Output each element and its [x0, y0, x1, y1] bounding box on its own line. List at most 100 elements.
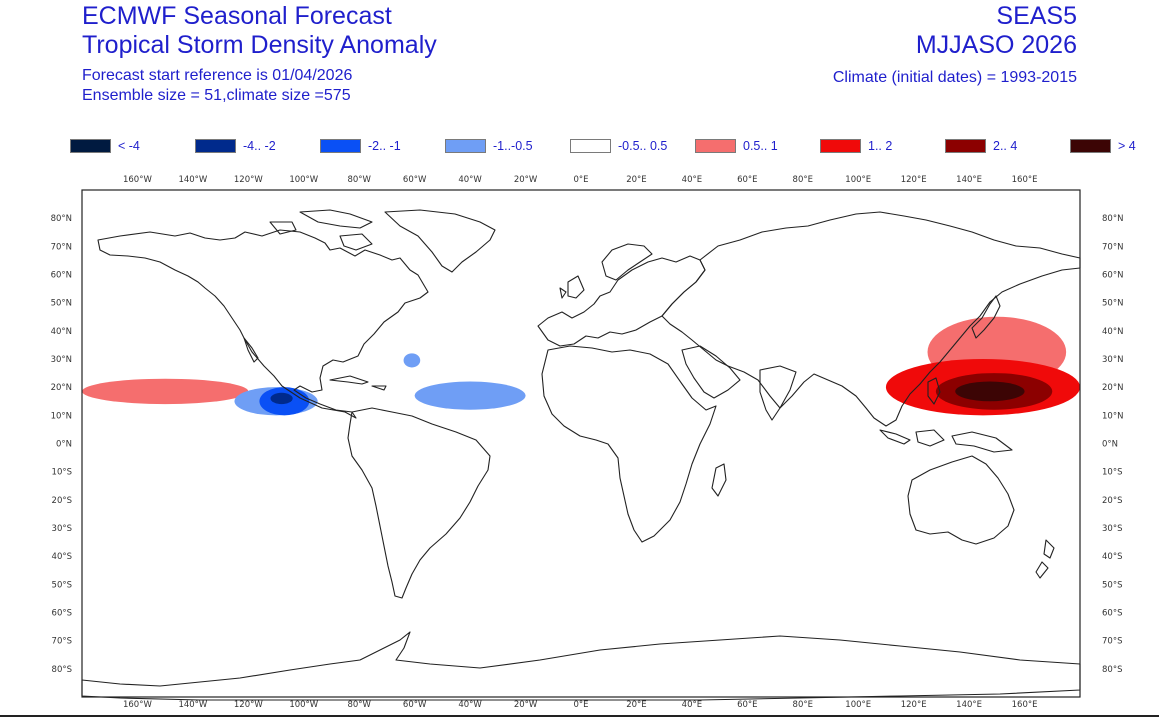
legend-swatch — [820, 139, 861, 153]
axis-tick-label: 20°E — [626, 175, 646, 185]
axis-tick-label: 160°E — [1012, 700, 1038, 710]
forecast-info: Forecast start reference is 01/04/2026 E… — [82, 66, 352, 106]
axis-tick-label: 30°S — [1102, 524, 1122, 534]
axis-tick-label: 100°W — [289, 175, 318, 185]
axis-tick-label: 100°E — [845, 700, 871, 710]
axis-tick-label: 80°N — [51, 214, 72, 224]
axis-tick-label: 10°S — [52, 468, 72, 478]
bottom-rule — [0, 715, 1159, 717]
anomaly-atlantic-north-weak-negative — [403, 353, 421, 368]
coastline-india — [759, 365, 797, 421]
axis-tick-label: 140°W — [178, 175, 207, 185]
legend-label: > 4 — [1118, 139, 1136, 153]
axis-tick-label: 120°W — [234, 175, 263, 185]
axis-tick-label: 60°S — [52, 609, 72, 619]
lon-labels-bottom: 160°W 140°W 120°W 100°W 80°W 60°W 40°W 20°W 0°E 2… — [123, 700, 1037, 710]
axis-tick-label: 40°W — [458, 175, 482, 185]
axis-tick-label: 30°S — [52, 524, 72, 534]
axis-tick-label: 40°S — [1102, 552, 1122, 562]
axis-tick-label: 160°E — [1012, 175, 1038, 185]
axis-tick-label: 30°N — [1102, 355, 1123, 365]
axis-tick-label: 70°S — [52, 637, 72, 647]
forecast-start: Forecast start reference is 01/04/2026 — [82, 67, 353, 84]
coastline-layer — [81, 209, 1081, 701]
axis-tick-label: 70°N — [51, 242, 72, 252]
axis-tick-label: 80°S — [52, 665, 72, 675]
axis-tick-label: 40°N — [1102, 327, 1123, 337]
legend-label: -4.. -2 — [243, 139, 276, 153]
axis-tick-label: 20°W — [514, 700, 538, 710]
axis-tick-label: 50°N — [1102, 299, 1123, 309]
chart-subtitle: Tropical Storm Density Anomaly — [82, 31, 437, 59]
coastline-arabia — [681, 345, 741, 399]
ensemble-size: Ensemble size = 51,climate size =575 — [82, 87, 351, 104]
axis-tick-label: 50°S — [52, 580, 72, 590]
system-name: SEAS5 — [996, 2, 1077, 30]
axis-tick-label: 50°N — [51, 299, 72, 309]
axis-tick-label: 160°W — [123, 175, 152, 185]
coastline-antarctica — [81, 631, 1081, 701]
legend-label: 0.5.. 1 — [743, 139, 778, 153]
axis-tick-label: 0°N — [1102, 440, 1118, 450]
coastline-philippines — [927, 377, 941, 405]
legend-swatch — [445, 139, 486, 153]
legend-swatch — [570, 139, 611, 153]
coastline-africa — [541, 345, 717, 543]
coastline-new-zealand — [1035, 539, 1055, 579]
axis-tick-label: 140°W — [178, 700, 207, 710]
coastline-japan — [971, 295, 1001, 339]
coastline-greenland — [384, 209, 496, 273]
axis-tick-label: 20°E — [626, 700, 646, 710]
axis-tick-label: 60°S — [1102, 609, 1122, 619]
title-block: ECMWF Seasonal Forecast Tropical Storm D… — [82, 2, 437, 60]
legend-swatch — [195, 139, 236, 153]
axis-tick-label: 140°E — [956, 175, 982, 185]
axis-tick-label: 160°W — [123, 700, 152, 710]
anomaly-central-pacific-weak-positive — [82, 378, 249, 405]
legend-swatch — [70, 139, 111, 153]
coastline-australia — [907, 455, 1015, 545]
axis-tick-label: 50°S — [1102, 580, 1122, 590]
axis-tick-label: 80°W — [347, 175, 371, 185]
axis-tick-label: 60°W — [403, 700, 427, 710]
axis-tick-label: 60°E — [737, 175, 757, 185]
legend-label: 2.. 4 — [993, 139, 1018, 153]
coastline-north-america — [97, 229, 429, 419]
axis-tick-label: 70°N — [1102, 242, 1123, 252]
axis-tick-label: 0°N — [56, 440, 72, 450]
coastline-madagascar — [711, 463, 727, 497]
coastline-scandinavia — [601, 243, 653, 281]
axis-tick-label: 20°N — [1102, 383, 1123, 393]
coastline-indonesia — [879, 429, 1013, 453]
axis-tick-label: 60°E — [737, 700, 757, 710]
axis-tick-label: 30°N — [51, 355, 72, 365]
axis-tick-label: 80°N — [1102, 214, 1123, 224]
legend-label: -0.5.. 0.5 — [618, 139, 668, 153]
axis-tick-label: 0°E — [573, 175, 588, 185]
climate-info: Climate (initial dates) = 1993-2015 — [833, 68, 1077, 88]
legend-swatch — [695, 139, 736, 153]
lat-labels-right: 80°N 70°N 60°N 50°N 40°N 30°N 20°N 10°N 0°N 10°S 2… — [1102, 214, 1123, 675]
lat-labels-left: 80°N 70°N 60°N 50°N 40°N 30°N 20°N 10°N 0°N 10°S 2… — [51, 214, 72, 675]
forecast-period: MJJASO 2026 — [915, 31, 1077, 59]
axis-tick-label: 20°W — [514, 175, 538, 185]
axis-tick-label: 80°E — [793, 700, 813, 710]
axis-tick-label: 100°E — [845, 175, 871, 185]
axis-tick-label: 20°S — [1102, 496, 1122, 506]
axis-tick-label: 20°N — [51, 383, 72, 393]
axis-tick-label: 10°S — [1102, 468, 1122, 478]
axis-tick-label: 40°E — [682, 175, 702, 185]
axis-tick-label: 60°N — [1102, 271, 1123, 281]
axis-tick-label: 80°S — [1102, 665, 1122, 675]
axis-tick-label: 40°W — [458, 700, 482, 710]
axis-tick-label: 0°E — [573, 700, 588, 710]
coastline-asia — [661, 211, 1081, 427]
axis-tick-label: 60°N — [51, 271, 72, 281]
legend-label: -2.. -1 — [368, 139, 401, 153]
axis-tick-label: 10°N — [1102, 411, 1123, 421]
anomaly-west-pacific-core — [955, 381, 1025, 402]
legend: < -4 -4.. -2 -2.. -1 -1..-0.5 -0.5.. 0.5 0.5.… — [0, 136, 1159, 158]
axis-tick-label: 120°E — [901, 700, 927, 710]
system-block: SEAS5 MJJASO 2026 — [916, 2, 1077, 60]
